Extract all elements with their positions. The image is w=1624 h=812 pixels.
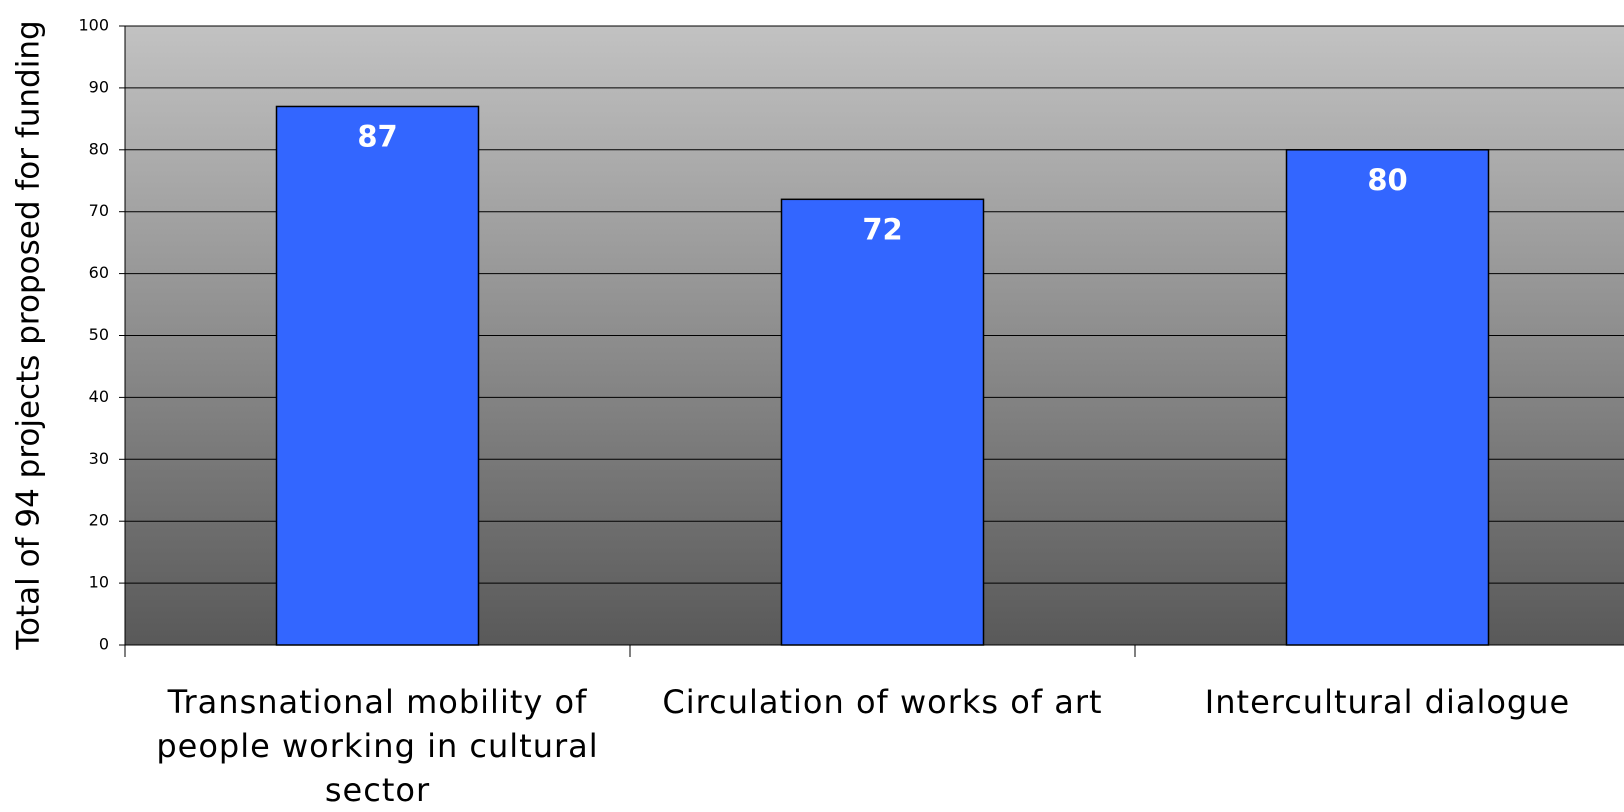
- x-tick-label: Transnational mobility of people working…: [156, 683, 599, 809]
- y-tick-label: 20: [89, 511, 109, 530]
- x-tick-label: Circulation of works of art: [662, 683, 1103, 721]
- data-label: 80: [1367, 163, 1407, 197]
- y-tick-label: 100: [78, 16, 109, 35]
- y-tick-label: 40: [89, 387, 109, 406]
- y-tick-label: 30: [89, 449, 109, 468]
- y-tick-label: 70: [89, 201, 109, 220]
- bar: [780, 198, 985, 646]
- data-label: 72: [862, 212, 902, 246]
- y-tick-label: 60: [89, 263, 109, 282]
- y-axis-label: Total of 94 projects proposed for fundin…: [11, 20, 47, 650]
- bar: [1285, 149, 1490, 646]
- y-tick-label: 0: [99, 635, 109, 654]
- x-tick-label: Intercultural dialogue: [1204, 683, 1571, 721]
- y-tick-label: 50: [89, 325, 109, 344]
- bar: [275, 105, 480, 646]
- y-tick-label: 90: [89, 77, 109, 96]
- y-tick-label: 10: [89, 573, 109, 592]
- data-label: 87: [357, 119, 397, 153]
- y-tick-label: 80: [89, 139, 109, 158]
